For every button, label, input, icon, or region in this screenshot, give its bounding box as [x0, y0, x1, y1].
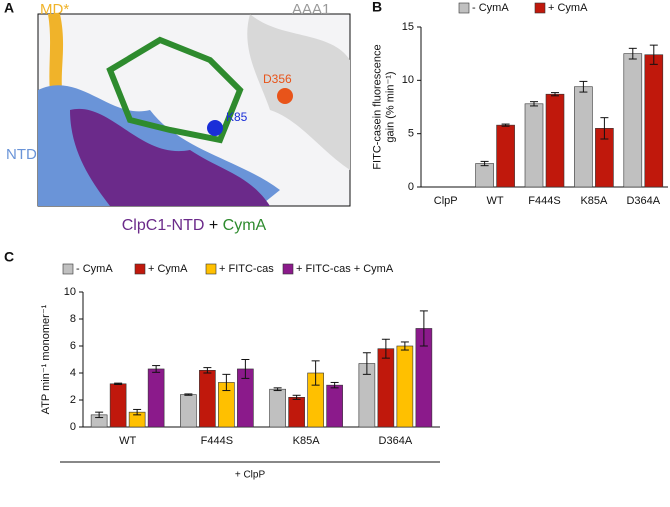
error-bar — [400, 341, 409, 351]
error-bar — [184, 393, 193, 396]
d356-label: D356 — [263, 72, 292, 86]
clpc1-ribbon — [70, 108, 270, 206]
k85-residue — [207, 120, 223, 136]
x-tick-label: F444S — [528, 195, 560, 207]
error-bar — [292, 394, 301, 400]
ntd-label: NTD — [6, 146, 37, 163]
legend-swatch — [134, 263, 146, 275]
y-tick-label: 4 — [70, 367, 76, 379]
error-bar — [480, 160, 489, 167]
y-axis-label: FITC-casein fluorescence — [371, 44, 383, 169]
x-tick-label: D364A — [626, 195, 660, 207]
error-bar — [579, 80, 588, 93]
y-axis-label: gain (% min⁻¹) — [384, 71, 396, 142]
cyma-ligand — [106, 36, 244, 144]
error-bar — [273, 387, 282, 392]
error-bar — [133, 408, 142, 416]
aaa1-label: AAA1 — [292, 1, 330, 18]
error-bar — [381, 338, 390, 359]
error-bar — [203, 367, 212, 374]
panel-label: B — [372, 0, 382, 15]
legend-label: + FITC-cas — [219, 263, 274, 275]
y-tick-label: 10 — [402, 74, 414, 86]
caption-plus: + — [209, 217, 218, 234]
x-tick-label: D364A — [379, 435, 413, 447]
error-bar — [241, 359, 250, 379]
error-bar — [628, 47, 637, 60]
y-tick-label: 6 — [70, 340, 76, 352]
x-tick-label: K85A — [293, 435, 321, 447]
error-bar — [419, 310, 428, 347]
error-bar — [501, 123, 510, 127]
bar — [496, 124, 515, 188]
y-tick-label: 0 — [70, 421, 76, 433]
bar — [574, 86, 593, 188]
y-tick-label: 2 — [70, 394, 76, 406]
x-tick-label: WT — [119, 435, 136, 447]
caption-protein: ClpC1-NTD — [122, 217, 205, 234]
error-bar — [114, 382, 123, 385]
y-axis-label: ATP min⁻¹ monomer⁻¹ — [40, 304, 52, 414]
bar — [623, 53, 643, 188]
y-tick-label: 0 — [408, 181, 414, 193]
x-tick-label: K85A — [580, 195, 608, 207]
legend-label: + FITC-cas + CymA — [296, 263, 394, 275]
bar — [147, 368, 165, 428]
panel-label: C — [4, 249, 14, 265]
aaa1-domain — [247, 14, 350, 170]
bar — [396, 345, 414, 428]
bar — [180, 394, 197, 428]
error-bar — [551, 92, 559, 97]
error-bar — [311, 360, 320, 386]
bar — [199, 369, 216, 428]
bar — [644, 54, 664, 188]
x-annotation: + ClpP — [235, 470, 266, 481]
error-bar — [330, 381, 339, 389]
bar — [326, 384, 343, 428]
error-bar — [362, 352, 371, 375]
x-tick-label: WT — [487, 195, 504, 207]
bar — [288, 396, 305, 428]
caption: ClpC1-NTD + CymA — [122, 217, 267, 234]
legend-label: - CymA — [472, 2, 509, 14]
error-bar — [530, 101, 538, 107]
legend-swatch — [458, 2, 470, 14]
y-tick-label: 15 — [402, 21, 414, 33]
legend-swatch — [282, 263, 294, 275]
error-bar — [95, 411, 104, 419]
legend-swatch — [205, 263, 217, 275]
bar — [269, 388, 286, 428]
x-tick-label: ClpP — [434, 195, 458, 207]
caption-ligand: CymA — [223, 217, 267, 234]
bar — [475, 163, 494, 188]
legend-label: - CymA — [76, 263, 113, 275]
y-tick-label: 8 — [70, 313, 76, 325]
bar — [524, 103, 544, 188]
legend-swatch — [62, 263, 74, 275]
x-tick-label: F444S — [201, 435, 233, 447]
bar — [377, 348, 395, 428]
panel-a: A MD* AAA1 D356 K85 NTD ClpC1-NTD + CymA — [4, 0, 351, 234]
y-tick-label: 10 — [64, 286, 76, 298]
legend-label: + CymA — [548, 2, 588, 14]
md-label: MD* — [40, 1, 69, 18]
bar — [545, 93, 565, 188]
panel-label: A — [4, 0, 14, 16]
legend-label: + CymA — [148, 263, 188, 275]
error-bar — [222, 373, 231, 392]
legend-swatch — [534, 2, 546, 14]
bar — [109, 383, 127, 428]
error-bar — [152, 365, 161, 373]
d356-residue — [277, 88, 293, 104]
error-bar — [600, 117, 609, 140]
y-tick-label: 5 — [408, 128, 414, 140]
error-bar — [649, 44, 658, 65]
k85-label: K85 — [226, 110, 248, 124]
